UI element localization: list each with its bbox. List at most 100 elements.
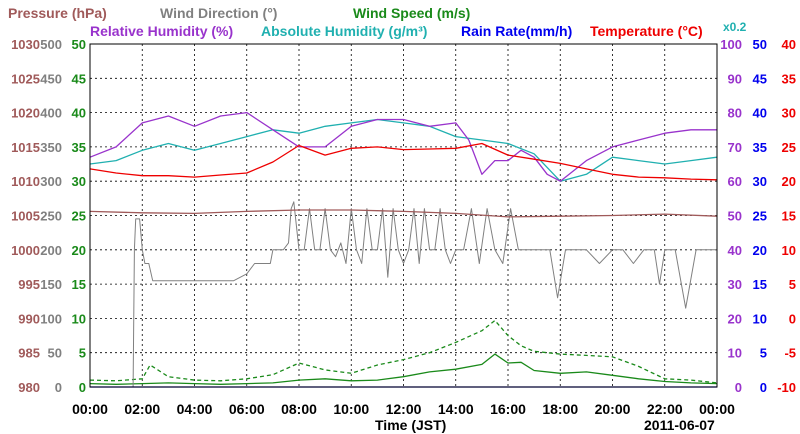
y-tick-temp: 0 (789, 311, 796, 326)
x-axis: 00:00 02:00 04:00 06:00 08:00 10:00 12:00 14:00… (72, 401, 735, 417)
y-tick-pressure: 1020 (11, 106, 40, 121)
series-absolute-humidity-g-m (89, 118, 718, 182)
y-tick-humidity: 20 (728, 311, 742, 326)
y-tick-wind-speed: 40 (72, 106, 86, 121)
y-tick-wind-dir: 450 (40, 71, 62, 86)
legend: Pressure (hPa) Wind Direction (°) Wind S… (8, 5, 747, 39)
y-tick-wind-speed: 20 (72, 243, 86, 258)
y-tick-pressure: 1005 (11, 209, 40, 224)
y-tick-temp: 30 (782, 106, 796, 121)
x-tick: 08:00 (281, 401, 317, 417)
y-tick-temp: -10 (777, 380, 796, 395)
y-tick-rain: 15 (753, 277, 767, 292)
y-tick-pressure: 985 (18, 346, 40, 361)
legend-temperature: Temperature (°C) (590, 23, 703, 39)
y-tick-temp: -5 (784, 346, 796, 361)
y-tick-temp: 15 (782, 209, 796, 224)
x-tick: 06:00 (229, 401, 265, 417)
x-tick: 12:00 (386, 401, 422, 417)
series-layer (89, 111, 718, 388)
y-tick-pressure: 1030 (11, 37, 40, 52)
y-tick-temp: 25 (782, 140, 796, 155)
y-tick-pressure: 990 (18, 311, 40, 326)
y-tick-humidity: 80 (728, 106, 742, 121)
legend-rain-rate: Rain Rate(mm/h) (461, 23, 572, 39)
y-tick-rain: 50 (753, 37, 767, 52)
x-tick: 00:00 (72, 401, 108, 417)
y-tick-temp: 35 (782, 71, 796, 86)
y-tick-rain: 25 (753, 209, 767, 224)
y-tick-humidity: 90 (728, 71, 742, 86)
y-tick-wind-speed: 50 (72, 37, 86, 52)
y-tick-wind-dir: 500 (40, 37, 62, 52)
y-tick-wind-dir: 250 (40, 209, 62, 224)
y-tick-wind-dir: 0 (55, 380, 62, 395)
y-tick-humidity: 50 (728, 209, 742, 224)
x-tick: 22:00 (647, 401, 683, 417)
y-tick-rain: 40 (753, 106, 767, 121)
y-tick-humidity: 30 (728, 277, 742, 292)
y-tick-rain: 5 (760, 346, 767, 361)
y-tick-wind-speed: 0 (79, 380, 86, 395)
y-tick-wind-dir: 300 (40, 174, 62, 189)
date-label: 2011-06-07 (644, 417, 715, 433)
y-tick-temp: 40 (782, 37, 796, 52)
scale-note: x0.2 (723, 20, 747, 34)
y-tick-rain: 30 (753, 174, 767, 189)
y-tick-rain: 0 (760, 380, 767, 395)
plot-frame (89, 43, 718, 388)
y-tick-temp: 5 (789, 277, 796, 292)
y-tick-wind-speed: 15 (72, 277, 86, 292)
x-tick: 10:00 (333, 401, 369, 417)
x-tick: 18:00 (542, 401, 578, 417)
legend-pressure: Pressure (hPa) (8, 5, 107, 21)
y-tick-pressure: 995 (18, 277, 40, 292)
y-tick-wind-speed: 10 (72, 311, 86, 326)
y-tick-pressure: 980 (18, 380, 40, 395)
series-wind-direction (90, 201, 717, 388)
y-tick-rain: 45 (753, 71, 767, 86)
y-tick-pressure: 1010 (11, 174, 40, 189)
y-tick-pressure: 1025 (11, 71, 40, 86)
y-tick-humidity: 10 (728, 346, 742, 361)
legend-relative-humidity: Relative Humidity (%) (90, 23, 233, 39)
y-tick-wind-dir: 350 (40, 140, 62, 155)
y-tick-pressure: 1015 (11, 140, 40, 155)
y-tick-wind-speed: 25 (72, 209, 86, 224)
y-tick-wind-dir: 50 (48, 346, 62, 361)
y-tick-pressure: 1000 (11, 243, 40, 258)
y-tick-humidity: 70 (728, 140, 742, 155)
y-tick-humidity: 0 (735, 380, 742, 395)
y-tick-wind-speed: 5 (79, 346, 86, 361)
y-tick-wind-dir: 200 (40, 243, 62, 258)
y-tick-humidity: 60 (728, 174, 742, 189)
y-tick-temp: 10 (782, 243, 796, 258)
y-tick-rain: 10 (753, 311, 767, 326)
series-relative-humidity (89, 111, 717, 182)
x-tick: 16:00 (490, 401, 526, 417)
x-tick: 14:00 (438, 401, 474, 417)
y-tick-wind-speed: 35 (72, 140, 86, 155)
y-tick-rain: 35 (753, 140, 767, 155)
y-tick-wind-speed: 30 (72, 174, 86, 189)
x-tick: 00:00 (699, 401, 735, 417)
series-temperature-c (89, 142, 718, 181)
x-tick: 02:00 (124, 401, 160, 417)
x-tick: 20:00 (595, 401, 631, 417)
y-tick-humidity: 40 (728, 243, 742, 258)
legend-wind-speed: Wind Speed (m/s) (353, 5, 470, 21)
y-tick-wind-dir: 400 (40, 106, 62, 121)
y-tick-wind-dir: 100 (40, 311, 62, 326)
y-tick-rain: 20 (753, 243, 767, 258)
y-tick-wind-speed: 45 (72, 71, 86, 86)
y-tick-wind-dir: 150 (40, 277, 62, 292)
x-axis-label: Time (JST) (375, 417, 446, 433)
y-axes: 1030102510201015101010051000995990985980… (11, 37, 796, 395)
series-wind-speed-gust-m-s (89, 319, 718, 384)
x-tick: 04:00 (177, 401, 213, 417)
y-tick-temp: 20 (782, 174, 796, 189)
series-wind-speed-m-s (89, 353, 718, 385)
legend-absolute-humidity: Absolute Humidity (g/m³) (261, 23, 427, 39)
legend-wind-direction: Wind Direction (°) (160, 5, 277, 21)
